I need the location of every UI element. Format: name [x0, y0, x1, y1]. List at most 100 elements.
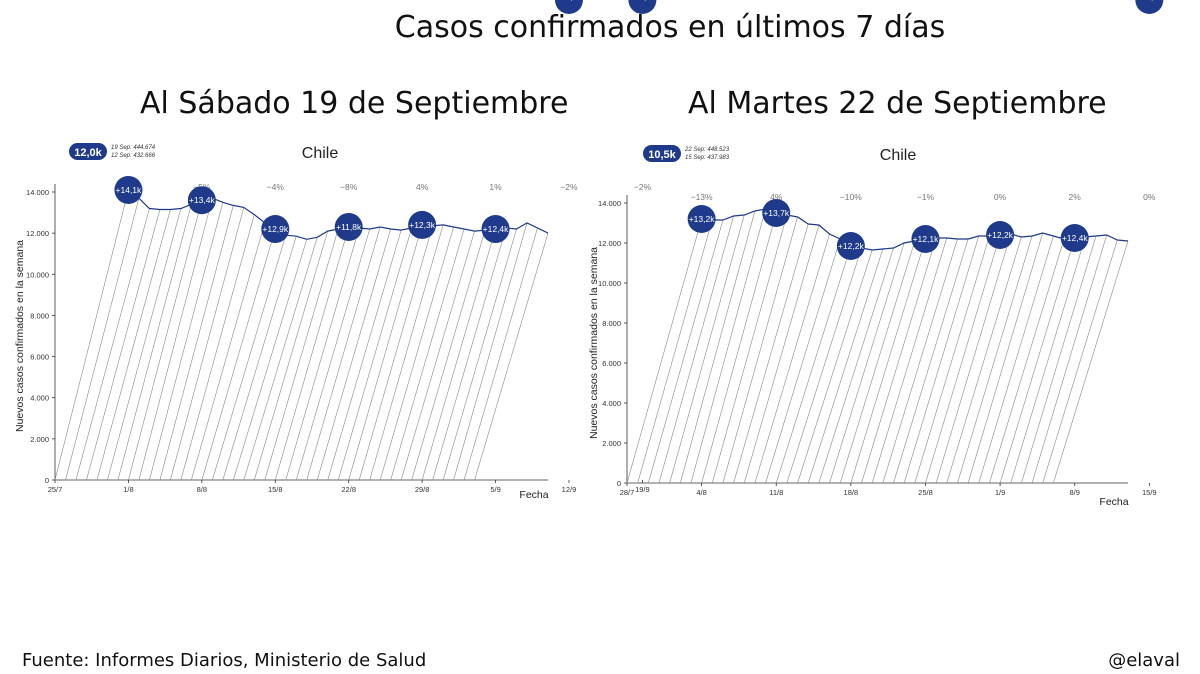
week-marker [1135, 0, 1164, 14]
week-marker-label: +12,2k [987, 230, 1014, 240]
accumulation-line [149, 202, 224, 481]
accumulation-line [411, 229, 486, 481]
week-marker [628, 0, 657, 14]
week-marker [554, 0, 583, 14]
accumulation-line [925, 234, 1001, 484]
accumulation-line [453, 222, 528, 481]
accumulation-line [807, 248, 884, 484]
accumulation-line [914, 235, 990, 484]
accumulation-line [935, 233, 1012, 484]
x-axis-label: Fecha [519, 489, 548, 501]
summary-line: 22 Sep: 448.523 [684, 147, 730, 153]
summary-line: 15 Sep: 437.983 [685, 155, 730, 161]
accumulation-line [117, 204, 192, 481]
accumulation-line [850, 238, 926, 484]
week-marker-label: +13,2k [689, 214, 716, 224]
y-tick-label: 4.000 [30, 394, 49, 403]
accumulation-line [765, 238, 841, 484]
accumulation-line [669, 214, 745, 484]
accumulation-line [222, 236, 297, 481]
accumulation-line [170, 207, 245, 481]
accumulation-line [658, 215, 734, 484]
y-tick-label: 6.000 [602, 359, 621, 368]
y-axis-label: Nuevos casos confirmados en la semana [588, 247, 600, 439]
week-marker [481, 215, 510, 244]
y-tick-label: 10.000 [598, 279, 621, 288]
x-tick-label: 11/8 [769, 488, 783, 497]
week-marker-label: +13,4k [189, 195, 216, 205]
summary-line: 19 Sep: 444.674 [111, 145, 156, 151]
accumulation-line [274, 226, 349, 481]
week-marker-label: +12,0k [630, 0, 657, 2]
week-change-label: 0% [994, 192, 1007, 202]
week-change-label: −4% [267, 182, 285, 192]
week-marker-label: +12,4k [1136, 0, 1163, 2]
right-panel-title: Al Martes 22 de Septiembre [688, 86, 1107, 121]
week-change-label: −2% [634, 182, 652, 192]
week-change-label: −2% [560, 182, 578, 192]
accumulation-line [421, 228, 496, 481]
x-tick-label: 4/8 [696, 488, 706, 497]
accumulation-line [946, 236, 1022, 484]
x-axis-label: Fecha [1099, 496, 1128, 508]
week-marker-label: +14,1k [116, 185, 143, 195]
accumulation-line [903, 235, 980, 484]
accumulation-line [1010, 236, 1086, 484]
accumulation-line [285, 227, 360, 481]
accumulation-line [978, 235, 1054, 484]
accumulation-line [432, 227, 507, 481]
accumulation-line [180, 214, 255, 481]
x-tick-label: 25/7 [48, 485, 63, 494]
main-title: Casos confirmados en últimos 7 días [394, 10, 946, 45]
accumulation-line [107, 208, 182, 481]
y-tick-label: 12.000 [598, 239, 621, 248]
accumulation-line [159, 205, 234, 481]
week-change-label: 2% [1069, 192, 1082, 202]
accumulation-line [463, 227, 538, 481]
y-tick-label: 12.000 [26, 229, 49, 238]
week-marker [408, 210, 437, 239]
x-tick-label: 18/8 [844, 488, 859, 497]
accumulation-line [690, 208, 766, 484]
accumulation-line [65, 198, 140, 481]
accumulation-line [442, 228, 517, 481]
y-tick-label: 8.000 [602, 319, 621, 328]
accumulation-line [999, 237, 1075, 484]
week-change-label: −1% [917, 192, 935, 202]
accumulation-line [264, 228, 339, 481]
accumulation-line [1042, 239, 1118, 484]
accumulation-line [1053, 240, 1129, 484]
week-change-label: 4% [770, 192, 783, 202]
week-marker [334, 212, 363, 241]
week-marker-label: +12,2k [838, 241, 865, 251]
y-tick-label: 6.000 [30, 353, 49, 362]
week-change-label: −8% [340, 182, 358, 192]
x-tick-label: 25/8 [918, 488, 933, 497]
accumulation-line [1021, 235, 1097, 484]
week-marker-label: +12,4k [483, 224, 510, 234]
week-marker-label: +12,1k [913, 234, 940, 244]
y-tick-label: 8.000 [30, 311, 49, 320]
accumulation-line [295, 228, 370, 481]
y-tick-label: 2.000 [602, 439, 621, 448]
x-tick-label: 28/7 [620, 488, 635, 497]
x-tick-label: 5/9 [490, 485, 500, 494]
accumulation-line [797, 249, 873, 484]
accumulation-line [680, 210, 756, 484]
footer-handle: @elaval [1108, 650, 1180, 671]
accumulation-line [138, 198, 213, 481]
current-badge [69, 143, 107, 160]
y-tick-label: 14.000 [26, 188, 49, 197]
accumulation-line [379, 226, 454, 481]
accumulation-line [191, 222, 266, 481]
week-marker [762, 199, 791, 227]
accumulation-line [775, 245, 852, 484]
y-tick-label: 14.000 [598, 199, 621, 208]
accumulation-line [306, 226, 381, 481]
week-marker [911, 225, 940, 253]
accumulation-line [818, 247, 894, 484]
accumulation-line [369, 224, 444, 481]
week-marker [261, 215, 290, 244]
accumulation-line [743, 224, 820, 484]
week-marker [836, 232, 865, 260]
